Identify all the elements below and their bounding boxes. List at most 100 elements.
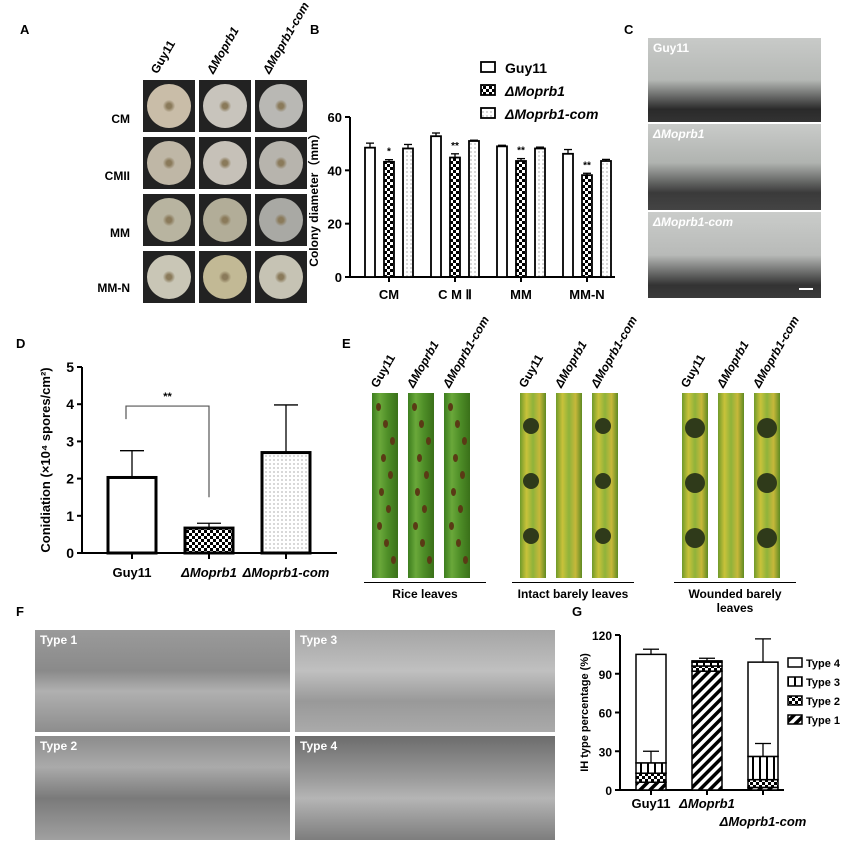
leaf-image <box>556 393 582 578</box>
ih-image: Type 3 <box>295 630 555 732</box>
lesion <box>388 471 393 479</box>
significance-mark: ** <box>163 391 172 403</box>
bar-segment <box>747 661 779 758</box>
bar <box>449 156 461 278</box>
col-header: ΔMoprb1 <box>203 24 242 76</box>
legend-swatch <box>480 107 496 119</box>
colony-plate <box>255 137 307 189</box>
y-tick-label: 0 <box>66 545 74 561</box>
colony-plate <box>143 251 195 303</box>
lesion <box>424 471 429 479</box>
leaf-image <box>444 393 470 578</box>
x-tick-label: C M Ⅱ <box>438 287 472 302</box>
strain-label: ΔMoprb1-com <box>587 313 641 390</box>
y-axis-label: Colony diameter（mm） <box>306 127 321 266</box>
colony-plate <box>199 251 251 303</box>
strain-label: ΔMoprb1 <box>713 338 752 390</box>
chart-b: 0 20 40 60 Colony diameter（mm） * CM ** C M Ⅱ ** MM… <box>306 60 615 302</box>
hyphae-image: ΔMoprb1 <box>648 124 821 210</box>
x-tick-label: MM <box>510 287 532 302</box>
lesion <box>685 473 705 493</box>
legend-label: Type 1 <box>806 715 840 727</box>
significance-bracket <box>125 405 210 498</box>
lesion <box>386 505 391 513</box>
significance-mark: ** <box>583 160 591 171</box>
lesion <box>462 437 467 445</box>
legend-label: Guy11 <box>505 60 547 76</box>
x-tick-label: MM-N <box>569 287 604 302</box>
lesion <box>523 418 539 434</box>
leaf-image <box>754 393 780 578</box>
colony-plate <box>255 80 307 132</box>
bar <box>364 146 376 278</box>
bar-segment <box>747 778 779 789</box>
bar-segment <box>635 653 667 764</box>
bar <box>562 152 574 278</box>
panel-label-c: C <box>624 22 634 37</box>
bar-segment <box>635 762 667 774</box>
panel-label-b: B <box>310 22 320 37</box>
image-label: Type 1 <box>40 633 78 647</box>
lesion <box>458 505 463 513</box>
legend-label: Type 2 <box>806 696 840 708</box>
bar-segment <box>635 781 667 791</box>
lesion <box>448 403 453 411</box>
lesion <box>376 403 381 411</box>
lesion <box>757 473 777 493</box>
panel-label-a: A <box>20 22 30 37</box>
y-tick-label: 20 <box>328 217 342 232</box>
lesion <box>523 473 539 489</box>
panel-label-e: E <box>342 336 351 351</box>
row-label: MM-N <box>97 281 130 295</box>
lesion <box>449 522 454 530</box>
bar-segment <box>747 755 779 781</box>
lesion <box>384 539 389 547</box>
x-tick-label: ΔMoprb1-com <box>242 565 330 580</box>
leaf-image <box>372 393 398 578</box>
bar-segment <box>691 660 723 663</box>
image-label: Type 4 <box>300 739 338 753</box>
lesion <box>523 528 539 544</box>
leaf-image <box>520 393 546 578</box>
panel-label-f: F <box>16 604 24 619</box>
image-label: ΔMoprb1-com <box>653 215 734 229</box>
x-tick-label: Guy11 <box>112 565 151 580</box>
bar <box>430 135 442 278</box>
y-tick-label: 90 <box>599 668 613 682</box>
group-caption: Wounded barely leaves <box>674 582 796 615</box>
leaf-image <box>682 393 708 578</box>
colony-plate <box>143 194 195 246</box>
x-tick-label: ΔMoprb1 <box>678 796 735 811</box>
bar <box>600 160 612 278</box>
legend-swatch <box>787 657 803 668</box>
lesion <box>391 556 396 564</box>
lesion <box>413 522 418 530</box>
lesion <box>453 454 458 462</box>
lesion <box>417 454 422 462</box>
legend-swatch <box>787 695 803 706</box>
lesion <box>463 556 468 564</box>
legend-swatch <box>787 714 803 725</box>
lesion <box>426 437 431 445</box>
y-tick-label: 120 <box>592 629 612 643</box>
lesion <box>415 488 420 496</box>
group-caption: Rice leaves <box>364 582 486 601</box>
lesion <box>390 437 395 445</box>
y-tick-label: 2 <box>66 471 74 487</box>
chart-d: 0 1 2 3 4 5 Conidiation (×10⁴ spores/cm²) Guy11… <box>38 359 337 580</box>
y-tick-label: 30 <box>599 745 613 759</box>
legend-swatch <box>480 61 496 73</box>
bar <box>534 147 546 278</box>
lesion <box>377 522 382 530</box>
colony-plate <box>255 251 307 303</box>
image-label: Type 2 <box>40 739 78 753</box>
lesion <box>595 528 611 544</box>
panel-label-d: D <box>16 336 26 351</box>
row-label: CM <box>111 112 130 126</box>
legend-label: ΔMoprb1 <box>504 83 565 99</box>
legend-label: ΔMoprb1-com <box>504 106 598 122</box>
col-header: Guy11 <box>147 37 179 76</box>
strain-label: Guy11 <box>515 351 547 390</box>
group-caption: Intact barely leaves <box>512 582 634 601</box>
